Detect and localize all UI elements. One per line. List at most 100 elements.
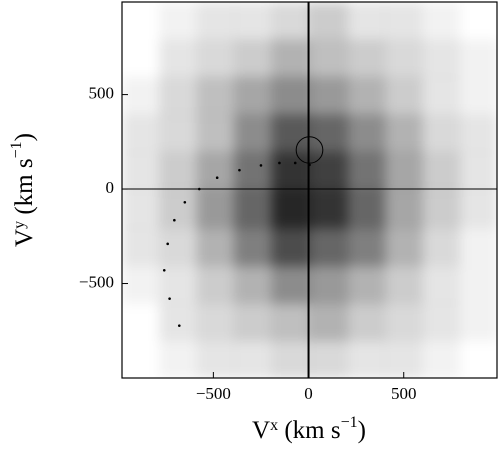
heat-cell <box>347 340 385 378</box>
heat-cell <box>122 77 160 116</box>
heat-cell <box>122 40 160 78</box>
heat-cell <box>422 152 460 191</box>
y-axis-label-part: −1 <box>8 141 25 158</box>
heat-cell <box>197 114 235 153</box>
x-axis-label-part: ) <box>358 417 366 444</box>
heat-cell <box>422 227 460 266</box>
heat-cell <box>459 227 497 266</box>
heat-cell <box>272 265 310 304</box>
heat-cell <box>459 190 497 229</box>
heat-cell <box>384 39 423 78</box>
heat-cell <box>347 2 385 41</box>
heat-cell <box>122 2 160 40</box>
heat-cell <box>422 114 460 153</box>
y-tick-label: 0 <box>106 178 115 197</box>
heat-cell <box>234 302 273 341</box>
x-axis-label-part: V <box>252 417 270 444</box>
heat-cell <box>272 152 310 191</box>
heat-cell <box>422 302 460 341</box>
heat-cell <box>347 227 385 266</box>
trajectory-point <box>168 297 171 300</box>
heat-cell <box>309 77 348 116</box>
heat-cell <box>159 340 198 378</box>
heat-cell <box>347 190 385 229</box>
heat-cell <box>309 39 348 78</box>
heat-cell <box>234 77 273 116</box>
heat-cell <box>384 2 423 41</box>
heat-cell <box>122 340 160 378</box>
heat-cell <box>234 2 273 41</box>
trajectory-point <box>183 200 187 204</box>
heat-cell <box>384 265 423 304</box>
x-tick-label: 500 <box>391 384 417 403</box>
heat-cell <box>234 227 273 266</box>
heat-cell <box>384 340 423 378</box>
x-tick-label: 0 <box>304 384 313 403</box>
y-tick-label: −500 <box>79 272 114 291</box>
y-tick-label: 500 <box>89 83 115 102</box>
heat-cell <box>422 190 460 229</box>
heat-cell <box>384 227 423 266</box>
heat-cell <box>309 265 348 304</box>
heat-cell <box>122 114 160 153</box>
heat-cell <box>122 190 160 229</box>
heat-cell <box>122 303 160 341</box>
heat-cell <box>159 77 198 116</box>
x-axis-label-part: −1 <box>341 414 358 431</box>
heat-cell <box>347 114 385 153</box>
heat-cell <box>347 152 385 191</box>
heat-cell <box>272 340 310 378</box>
heat-cell <box>347 39 385 78</box>
heat-cell <box>234 340 273 378</box>
heat-cell <box>272 77 310 116</box>
heat-cell <box>159 265 198 304</box>
heat-cell <box>309 152 348 191</box>
heat-cell <box>159 114 198 153</box>
heat-cell <box>122 227 160 266</box>
density-map <box>122 2 498 378</box>
heat-cell <box>159 190 198 229</box>
heat-cell <box>384 77 423 116</box>
heat-cell <box>159 227 198 266</box>
heat-cell <box>422 77 460 116</box>
heat-cell <box>459 114 497 153</box>
heat-cell <box>272 39 310 78</box>
trajectory-point <box>259 164 263 167</box>
y-axis-label-part: (km s <box>11 158 38 221</box>
heat-cell <box>459 265 497 304</box>
heat-cell <box>309 190 348 229</box>
heat-cell <box>159 302 198 341</box>
heat-cell <box>309 114 348 153</box>
heat-cell <box>272 2 310 41</box>
heat-cell <box>197 265 235 304</box>
heat-cell <box>422 39 460 78</box>
trajectory-point <box>293 161 297 165</box>
heat-cell <box>234 190 273 229</box>
heat-cell <box>460 340 498 378</box>
trajectory-point <box>173 218 176 222</box>
heat-cell <box>159 2 198 41</box>
y-axis-label: Vy (km s−1) <box>8 133 38 247</box>
heat-cell <box>422 265 460 304</box>
heat-cell <box>272 302 310 341</box>
heat-cell <box>159 39 198 78</box>
heat-cell <box>459 152 497 191</box>
y-axis-label-part: y <box>11 221 28 229</box>
trajectory-point <box>177 324 181 327</box>
heat-cell <box>197 2 235 41</box>
heat-cell <box>234 39 273 78</box>
heat-cell <box>197 227 235 266</box>
heat-cell <box>384 152 423 191</box>
heat-cell <box>272 190 310 229</box>
heat-cell <box>309 302 348 341</box>
heat-cell <box>197 152 235 191</box>
x-axis-label-part: x <box>270 417 278 434</box>
heat-cell <box>197 77 235 116</box>
heat-cell <box>422 340 460 378</box>
heat-cell <box>459 39 497 78</box>
heat-cell <box>384 190 423 229</box>
x-axis-label: Vx (km s−1) <box>252 414 366 444</box>
heat-cell <box>347 302 385 341</box>
heat-cell <box>347 77 385 116</box>
